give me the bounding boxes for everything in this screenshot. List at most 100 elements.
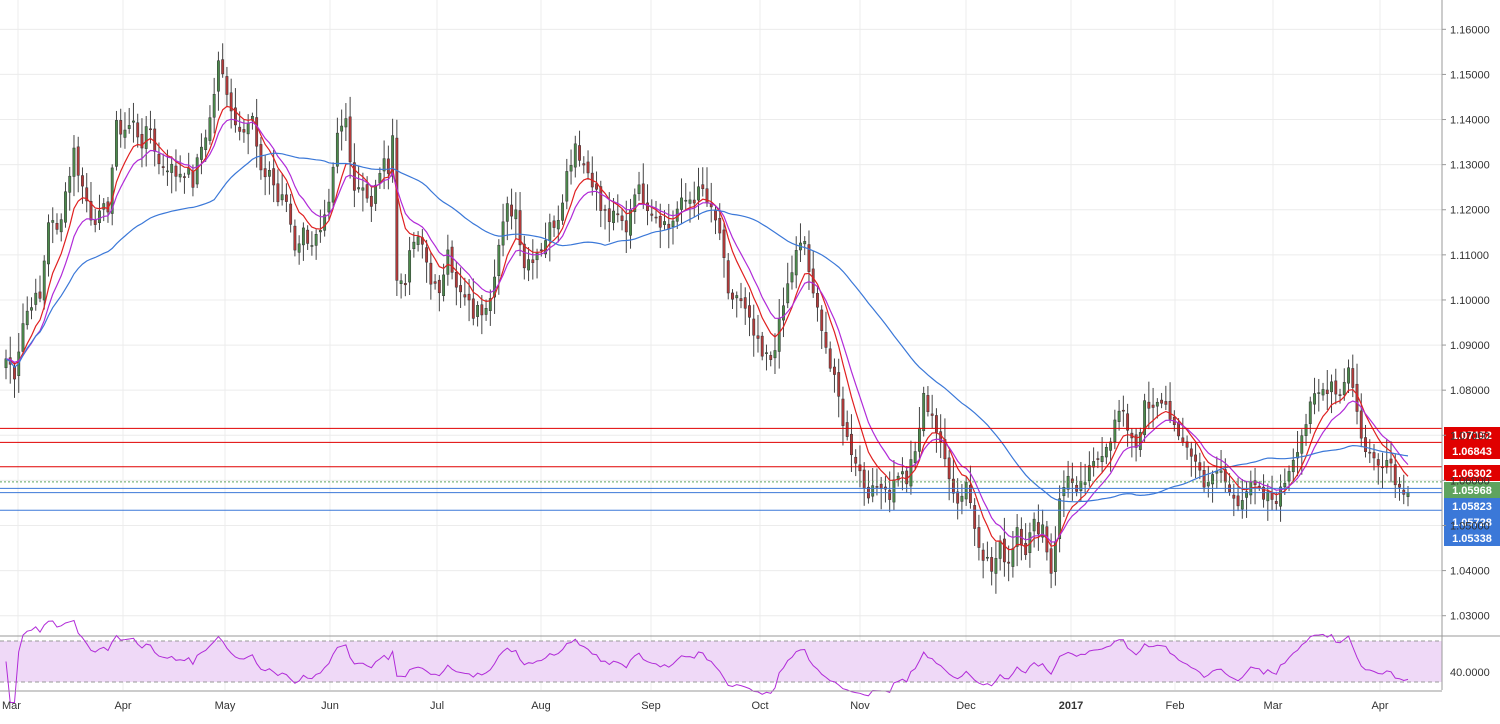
candle: [1279, 474, 1282, 522]
candle: [535, 248, 539, 279]
candle: [170, 156, 174, 194]
candle: [408, 236, 412, 296]
candle: [416, 231, 420, 252]
candle: [259, 137, 263, 180]
candle: [1342, 368, 1346, 401]
candle: [132, 102, 135, 143]
y-tick-label: 1.15000: [1450, 69, 1490, 81]
y-tick-label: 1.09000: [1450, 340, 1490, 352]
y-tick-label: 1.06000: [1450, 475, 1490, 487]
candle: [429, 252, 433, 300]
price-badge: [1444, 482, 1500, 498]
candle: [769, 351, 773, 367]
price-badge: [1444, 443, 1500, 459]
y-tick-label: 1.04000: [1450, 566, 1490, 578]
candle: [990, 547, 994, 586]
candle: [964, 476, 968, 506]
candle: [1364, 424, 1367, 458]
y-tick-label: 1.05000: [1450, 520, 1490, 532]
candle: [136, 113, 140, 148]
candle: [841, 386, 845, 446]
candle: [55, 213, 59, 235]
candle: [930, 394, 934, 429]
candle: [1291, 448, 1295, 483]
y-tick-label: 1.14000: [1450, 115, 1490, 127]
candle: [1393, 454, 1397, 499]
rsi-panel: 40.0000: [0, 619, 1500, 703]
candle: [573, 135, 577, 178]
candle: [51, 207, 55, 244]
candle: [1240, 478, 1244, 519]
candle: [433, 274, 437, 290]
candle: [522, 235, 526, 280]
candle: [412, 232, 416, 258]
candle: [1096, 451, 1100, 469]
candle: [1376, 453, 1380, 485]
candle: [38, 275, 42, 303]
candle: [582, 156, 586, 174]
x-tick-label: Mar: [2, 700, 21, 712]
candle: [442, 263, 446, 302]
candle: [565, 158, 569, 210]
candle: [72, 135, 76, 197]
candle: [289, 193, 293, 233]
candle: [1321, 382, 1325, 401]
candle: [280, 173, 284, 206]
candle: [752, 304, 756, 357]
candle: [348, 96, 352, 179]
candle: [1313, 377, 1316, 415]
candle: [722, 222, 726, 278]
price-badge: [1444, 465, 1500, 481]
candle: [1058, 485, 1062, 553]
candle: [386, 145, 390, 190]
candle: [510, 188, 513, 230]
candle: [1104, 443, 1108, 465]
candle: [1087, 451, 1091, 487]
candle: [773, 333, 777, 375]
candle: [1041, 509, 1045, 543]
candle: [157, 142, 161, 175]
candle: [1002, 517, 1006, 577]
candle: [765, 344, 768, 371]
candle: [399, 273, 403, 299]
candle: [403, 274, 407, 297]
candle: [803, 236, 807, 256]
candle: [340, 109, 344, 151]
candle: [735, 291, 739, 318]
candle: [684, 183, 688, 211]
candle: [119, 108, 123, 148]
candle: [310, 231, 314, 256]
candle: [888, 471, 892, 513]
x-tick-label: May: [215, 700, 236, 712]
candle: [786, 262, 790, 309]
candle: [263, 154, 267, 196]
x-tick-label: Sep: [641, 700, 661, 712]
candle: [293, 219, 297, 257]
axis-layer: 1.16000 1.15000 1.14000 1.13000 1.12000 1.110…: [0, 0, 1490, 712]
candle: [837, 358, 841, 418]
candle: [115, 110, 118, 171]
candle: [922, 386, 926, 437]
candle: [1304, 413, 1308, 446]
candle: [98, 194, 101, 230]
candle: [578, 130, 581, 167]
candle: [301, 222, 305, 261]
y-tick-label: 1.12000: [1450, 205, 1490, 217]
candle: [255, 98, 259, 168]
candle: [701, 167, 705, 197]
candle: [4, 349, 8, 380]
candle: [369, 187, 373, 222]
candle: [760, 331, 764, 361]
candle: [34, 278, 38, 311]
price-badge: [1444, 530, 1500, 546]
candle: [488, 289, 492, 326]
candle: [64, 182, 67, 228]
candle: [47, 214, 50, 277]
candle: [820, 305, 824, 350]
candle: [127, 107, 131, 134]
candle: [484, 299, 488, 321]
candle: [229, 78, 233, 129]
y-tick-label: 1.03000: [1450, 611, 1490, 623]
candle: [616, 194, 620, 223]
